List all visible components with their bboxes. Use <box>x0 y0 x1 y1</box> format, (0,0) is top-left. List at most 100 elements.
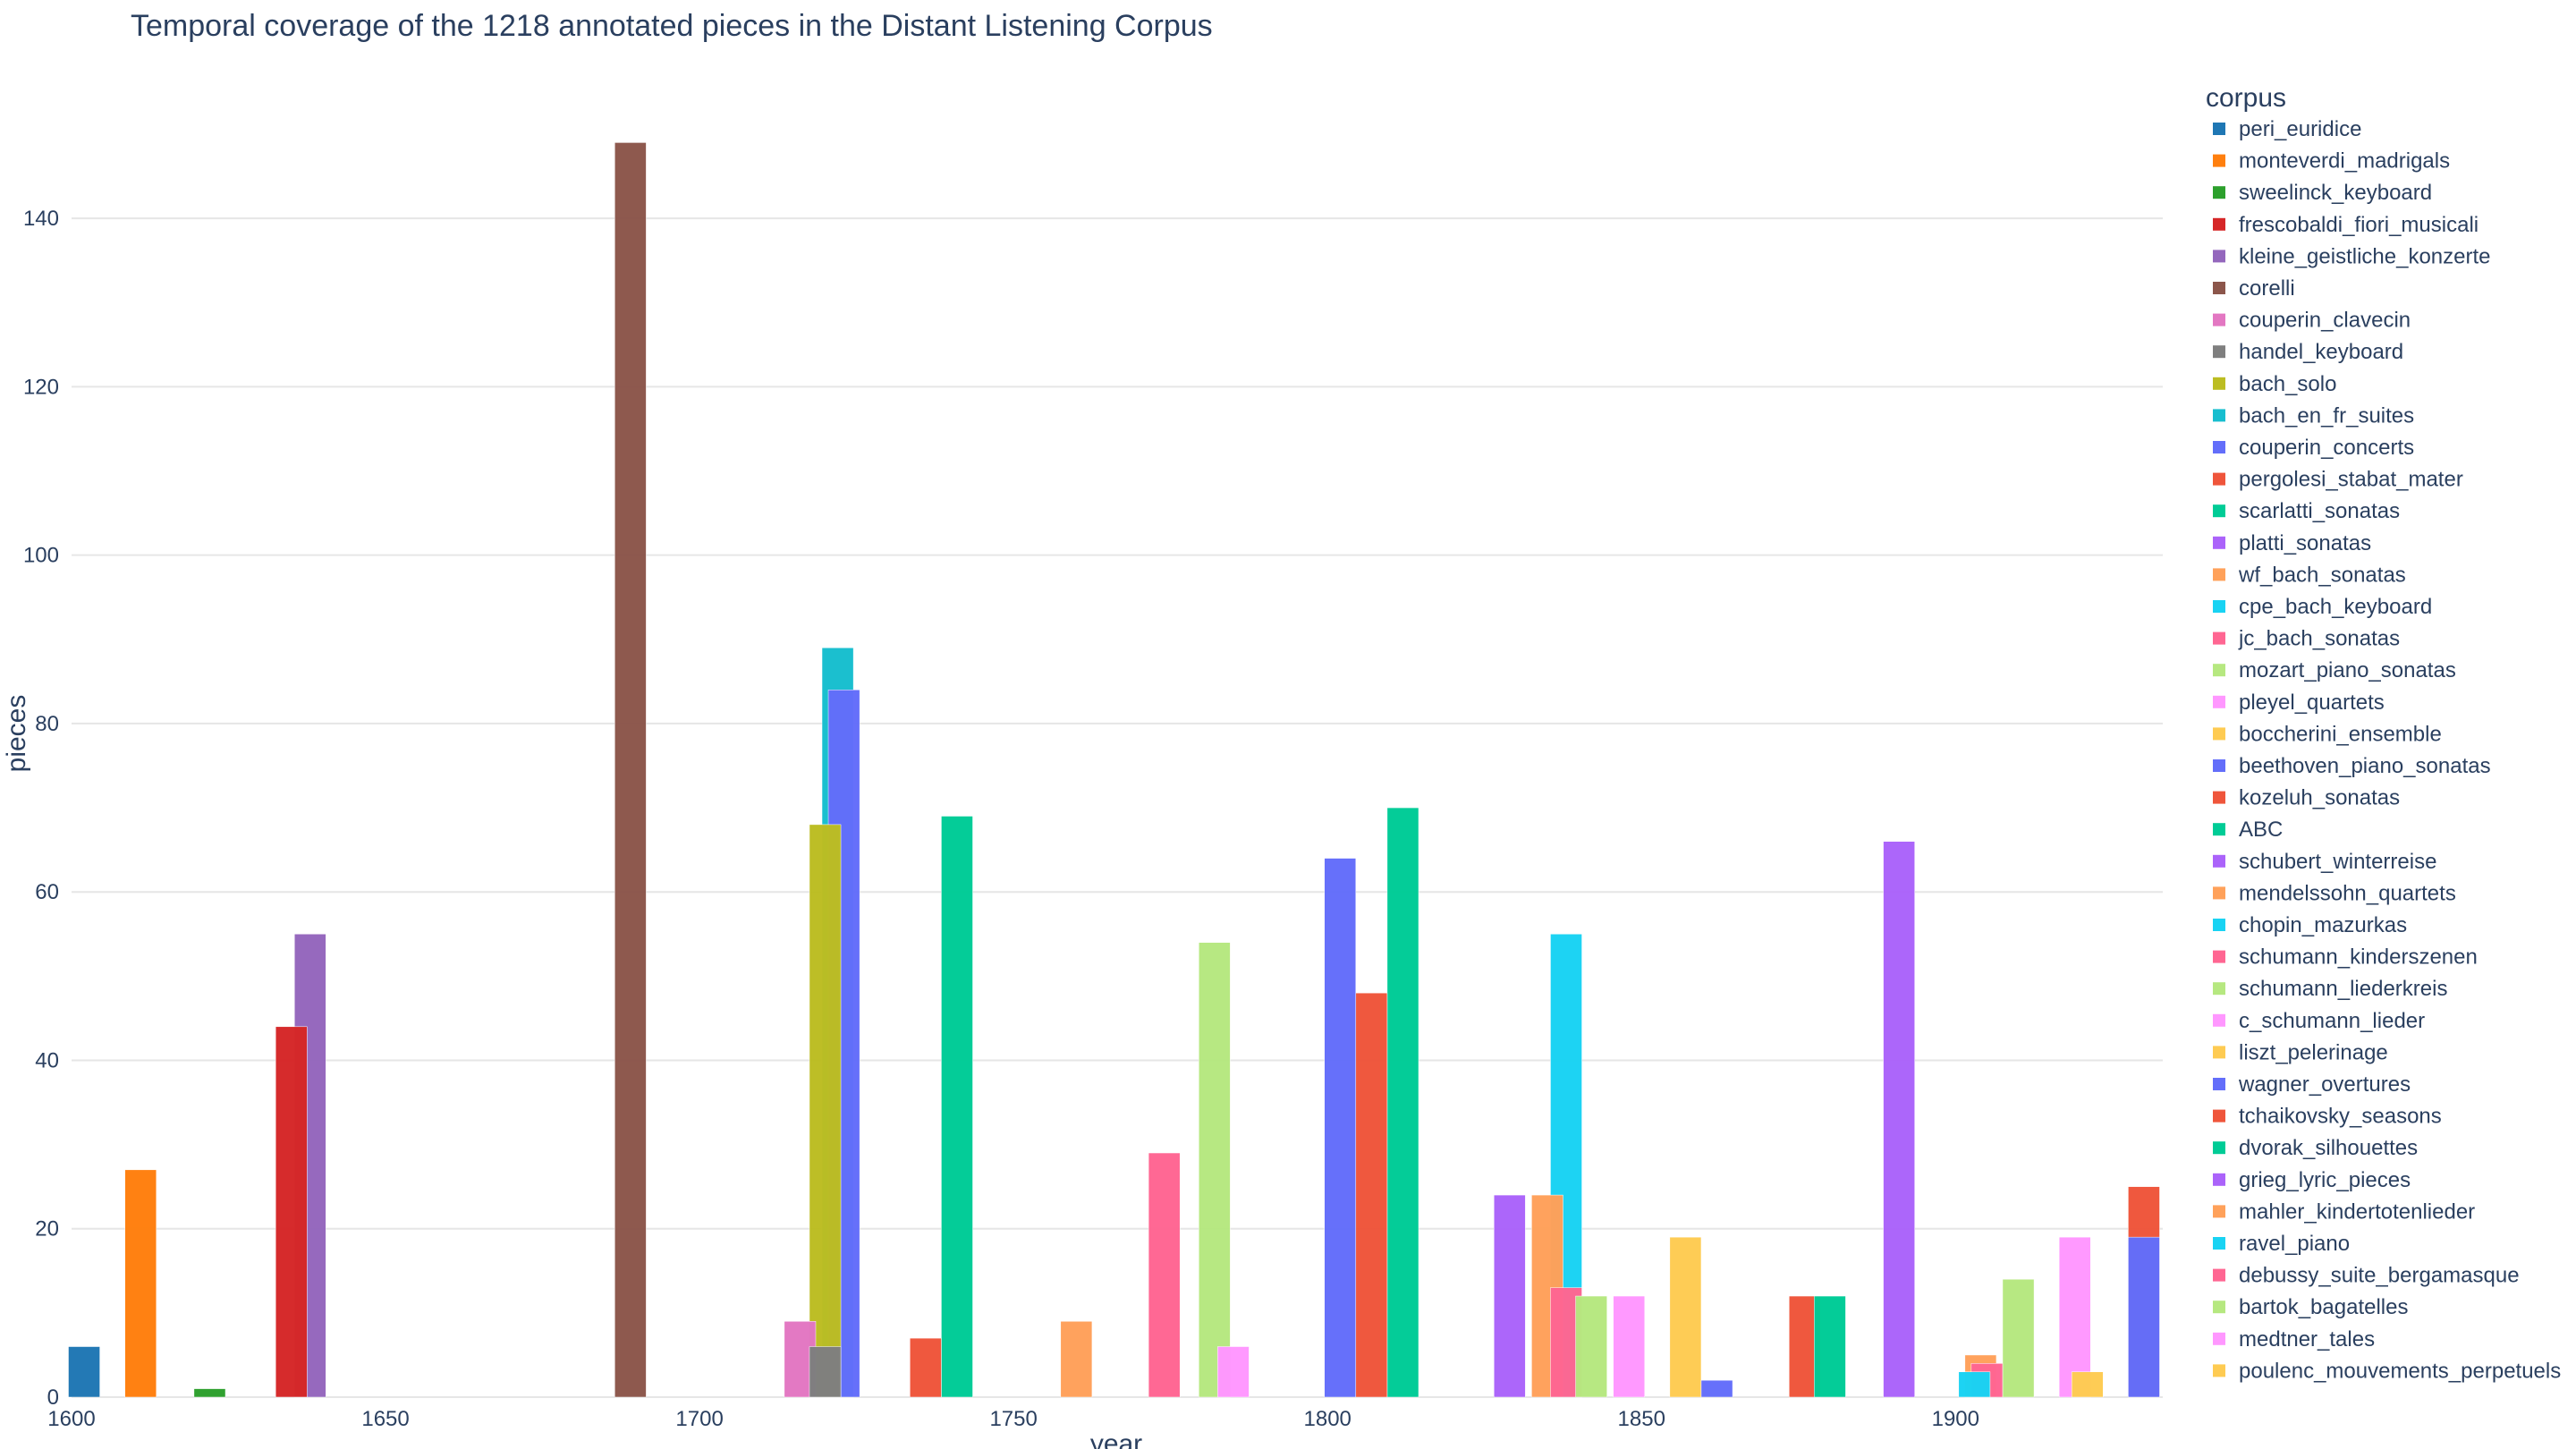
legend-item[interactable]: liszt_pelerinage <box>2213 1040 2388 1064</box>
x-axis-ticks: 1600 1650 1700 1750 1800 1850 1900 <box>47 1407 1979 1431</box>
bar-beethoven-piano-sonatas[interactable] <box>1700 1379 1733 1398</box>
legend-item[interactable]: sweelinck_keyboard <box>2213 181 2432 205</box>
legend-item[interactable]: mendelssohn_quartets <box>2213 881 2456 905</box>
y-tick-label: 120 <box>23 375 59 399</box>
legend-item[interactable]: mozart_piano_sonatas <box>2213 658 2456 682</box>
bar-c-schumann-lieder[interactable] <box>2058 1236 2091 1398</box>
y-axis-label: pieces <box>2 695 31 773</box>
legend-swatch <box>2213 600 2225 613</box>
x-tick-label: 1600 <box>47 1407 95 1431</box>
legend-item[interactable]: couperin_concerts <box>2213 436 2414 460</box>
chart-title: Temporal coverage of the 1218 annotated … <box>131 9 1213 43</box>
legend-label: chopin_mazurkas <box>2239 913 2407 937</box>
legend-label: dvorak_silhouettes <box>2239 1136 2418 1160</box>
bar-monteverdi-madrigals[interactable] <box>124 1169 157 1398</box>
legend-label: debussy_suite_bergamasque <box>2239 1264 2520 1288</box>
legend-item[interactable]: kozeluh_sonatas <box>2213 786 2400 810</box>
legend-item[interactable]: dvorak_silhouettes <box>2213 1136 2418 1160</box>
bar-kozeluh-sonatas[interactable] <box>1355 992 1388 1398</box>
bar-chopin-mazurkas[interactable] <box>1958 1371 1991 1398</box>
legend-item[interactable]: corelli <box>2213 276 2295 301</box>
bar-schubert-winterreise[interactable] <box>1494 1194 1526 1398</box>
gridlines <box>72 217 2163 1398</box>
legend-item[interactable]: tchaikovsky_seasons <box>2213 1105 2442 1129</box>
bar-frescobaldi-fiori-musicali[interactable] <box>275 1026 308 1398</box>
legend-item[interactable]: couperin_clavecin <box>2213 309 2411 333</box>
bar-schumann-liederkreis[interactable] <box>1575 1295 1607 1398</box>
bar-liszt-pelerinage[interactable] <box>2071 1371 2104 1398</box>
bar-bach-solo[interactable] <box>809 824 842 1398</box>
bar-c-schumann-lieder[interactable] <box>1613 1295 1646 1398</box>
legend-item[interactable]: mahler_kindertotenlieder <box>2213 1199 2475 1224</box>
legend-item[interactable]: wf_bach_sonatas <box>2213 563 2406 587</box>
bar-wf-bach-sonatas[interactable] <box>1060 1321 1093 1398</box>
bars <box>68 142 2160 1398</box>
legend-swatch <box>2213 1013 2225 1027</box>
legend-swatch <box>2213 1046 2225 1059</box>
legend-item[interactable]: chopin_mazurkas <box>2213 913 2407 937</box>
bar-ABC[interactable] <box>1814 1295 1846 1398</box>
legend-label: frescobaldi_fiori_musicali <box>2239 213 2479 237</box>
legend-item[interactable]: wagner_overtures <box>2213 1072 2411 1097</box>
bar-corelli[interactable] <box>614 142 647 1398</box>
legend-label: tchaikovsky_seasons <box>2239 1105 2442 1129</box>
legend-swatch <box>2213 250 2225 263</box>
legend-item[interactable]: ABC <box>2213 818 2283 842</box>
legend-item[interactable]: pergolesi_stabat_mater <box>2213 468 2463 492</box>
legend-item[interactable]: jc_bach_sonatas <box>2213 627 2400 651</box>
y-tick-label: 60 <box>35 880 59 904</box>
bar-jc-bach-sonatas[interactable] <box>1148 1152 1181 1398</box>
legend-swatch <box>2213 282 2225 294</box>
legend-item[interactable]: bach_solo <box>2213 372 2336 396</box>
legend-item[interactable]: platti_sonatas <box>2213 531 2371 555</box>
legend-swatch <box>2213 154 2225 167</box>
legend-item[interactable]: debussy_suite_bergamasque <box>2213 1264 2520 1288</box>
legend-item[interactable]: beethoven_piano_sonatas <box>2213 754 2491 778</box>
legend-title: corpus <box>2206 83 2286 113</box>
legend-label: kleine_geistliche_konzerte <box>2239 244 2491 268</box>
legend-swatch <box>2213 727 2225 741</box>
legend-item[interactable]: scarlatti_sonatas <box>2213 499 2400 523</box>
legend-item[interactable]: peri_euridice <box>2213 117 2361 141</box>
legend-item[interactable]: grieg_lyric_pieces <box>2213 1168 2411 1192</box>
bar-liszt-pelerinage[interactable] <box>1669 1236 1702 1398</box>
bar-peri-euridice[interactable] <box>68 1346 100 1398</box>
bar-handel-keyboard[interactable] <box>809 1346 842 1398</box>
bar-scarlatti-sonatas[interactable] <box>941 816 973 1398</box>
legend-item[interactable]: poulenc_mouvements_perpetuels <box>2213 1359 2561 1383</box>
legend-item[interactable]: monteverdi_madrigals <box>2213 149 2450 174</box>
legend-label: grieg_lyric_pieces <box>2239 1168 2411 1192</box>
legend-item[interactable]: frescobaldi_fiori_musicali <box>2213 213 2479 237</box>
legend-item[interactable]: ravel_piano <box>2213 1232 2350 1256</box>
legend-item[interactable]: cpe_bach_keyboard <box>2213 595 2432 619</box>
bar-beethoven-piano-sonatas[interactable] <box>1324 858 1357 1398</box>
legend-item[interactable]: c_schumann_lieder <box>2213 1009 2425 1033</box>
bar-schumann-liederkreis[interactable] <box>2002 1278 2035 1398</box>
legend-item[interactable]: medtner_tales <box>2213 1327 2375 1352</box>
legend-label: couperin_concerts <box>2239 436 2414 460</box>
bar-pergolesi-stabat-mater[interactable] <box>910 1337 942 1398</box>
bar-schubert-winterreise[interactable] <box>1883 841 1915 1398</box>
legend-label: ravel_piano <box>2239 1232 2350 1256</box>
bar-ABC[interactable] <box>1386 807 1419 1398</box>
legend-item[interactable]: boccherini_ensemble <box>2213 722 2442 746</box>
legend-swatch <box>2213 472 2225 486</box>
legend-item[interactable]: bartok_bagatelles <box>2213 1295 2408 1319</box>
x-tick-label: 1800 <box>1304 1407 1352 1431</box>
legend-swatch <box>2213 536 2225 549</box>
legend-label: platti_sonatas <box>2239 531 2371 555</box>
legend-item[interactable]: handel_keyboard <box>2213 340 2403 364</box>
bar-pleyel-quartets[interactable] <box>1217 1346 1250 1398</box>
legend-item[interactable]: schumann_kinderszenen <box>2213 945 2478 970</box>
legend-item[interactable]: bach_en_fr_suites <box>2213 403 2414 428</box>
legend-label: ABC <box>2239 818 2283 842</box>
x-tick-label: 1900 <box>1932 1407 1979 1431</box>
legend-item[interactable]: pleyel_quartets <box>2213 691 2385 715</box>
bar-beethoven-piano-sonatas[interactable] <box>2128 1236 2160 1398</box>
bar-mozart-piano-sonatas[interactable] <box>1199 942 1231 1398</box>
legend-item[interactable]: kleine_geistliche_konzerte <box>2213 244 2491 268</box>
bar-sweelinck-keyboard[interactable] <box>193 1388 226 1398</box>
legend-item[interactable]: schubert_winterreise <box>2213 850 2436 874</box>
legend-item[interactable]: schumann_liederkreis <box>2213 977 2447 1001</box>
